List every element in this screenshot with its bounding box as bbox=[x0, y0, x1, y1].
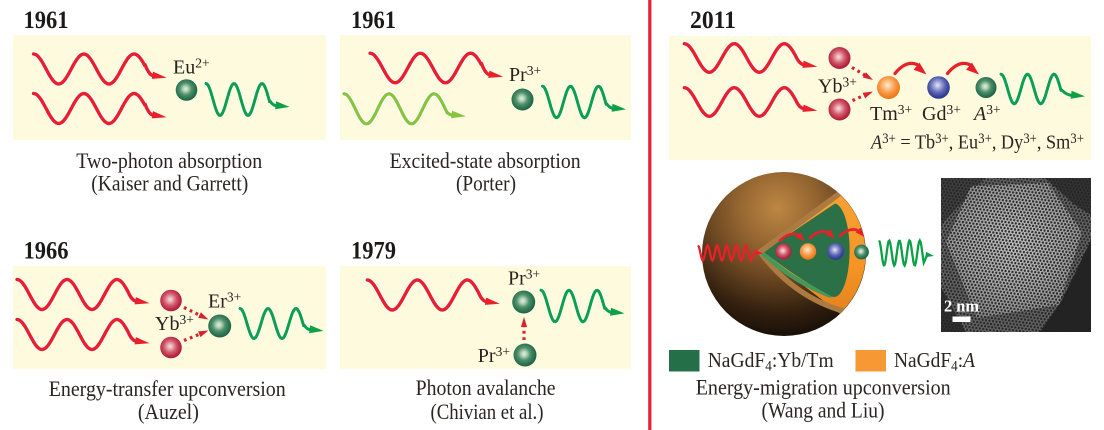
svg-text:A3+ = Tb3+, Eu3+, Dy3+, Sm3+: A3+ = Tb3+, Eu3+, Dy3+, Sm3+ bbox=[869, 131, 1084, 154]
svg-text:Photon avalanche: Photon avalanche bbox=[416, 375, 556, 400]
svg-text:Energy-migration upconversion: Energy-migration upconversion bbox=[696, 375, 951, 400]
svg-text:(Kaiser and Garrett): (Kaiser and Garrett) bbox=[91, 171, 248, 196]
svg-text:Energy-transfer upconversion: Energy-transfer upconversion bbox=[49, 376, 286, 401]
svg-text:2011: 2011 bbox=[690, 7, 736, 34]
svg-text:(Chivian et al.): (Chivian et al.) bbox=[431, 399, 544, 424]
svg-text:1966: 1966 bbox=[24, 238, 69, 265]
svg-text:1961: 1961 bbox=[351, 7, 396, 34]
svg-text:(Porter): (Porter) bbox=[456, 171, 516, 196]
svg-text:2 nm: 2 nm bbox=[944, 297, 979, 316]
svg-text:NaGdF4:A: NaGdF4:A bbox=[894, 348, 976, 375]
svg-text:Excited-state absorption: Excited-state absorption bbox=[390, 148, 581, 173]
svg-text:(Auzel): (Auzel) bbox=[138, 399, 199, 424]
svg-text:1979: 1979 bbox=[351, 238, 396, 265]
svg-text:(Wang and Liu): (Wang and Liu) bbox=[762, 398, 885, 423]
svg-text:1961: 1961 bbox=[24, 7, 69, 34]
svg-text:NaGdF4:Yb/Tm: NaGdF4:Yb/Tm bbox=[708, 348, 834, 375]
svg-text:Two-photon absorption: Two-photon absorption bbox=[76, 148, 262, 173]
